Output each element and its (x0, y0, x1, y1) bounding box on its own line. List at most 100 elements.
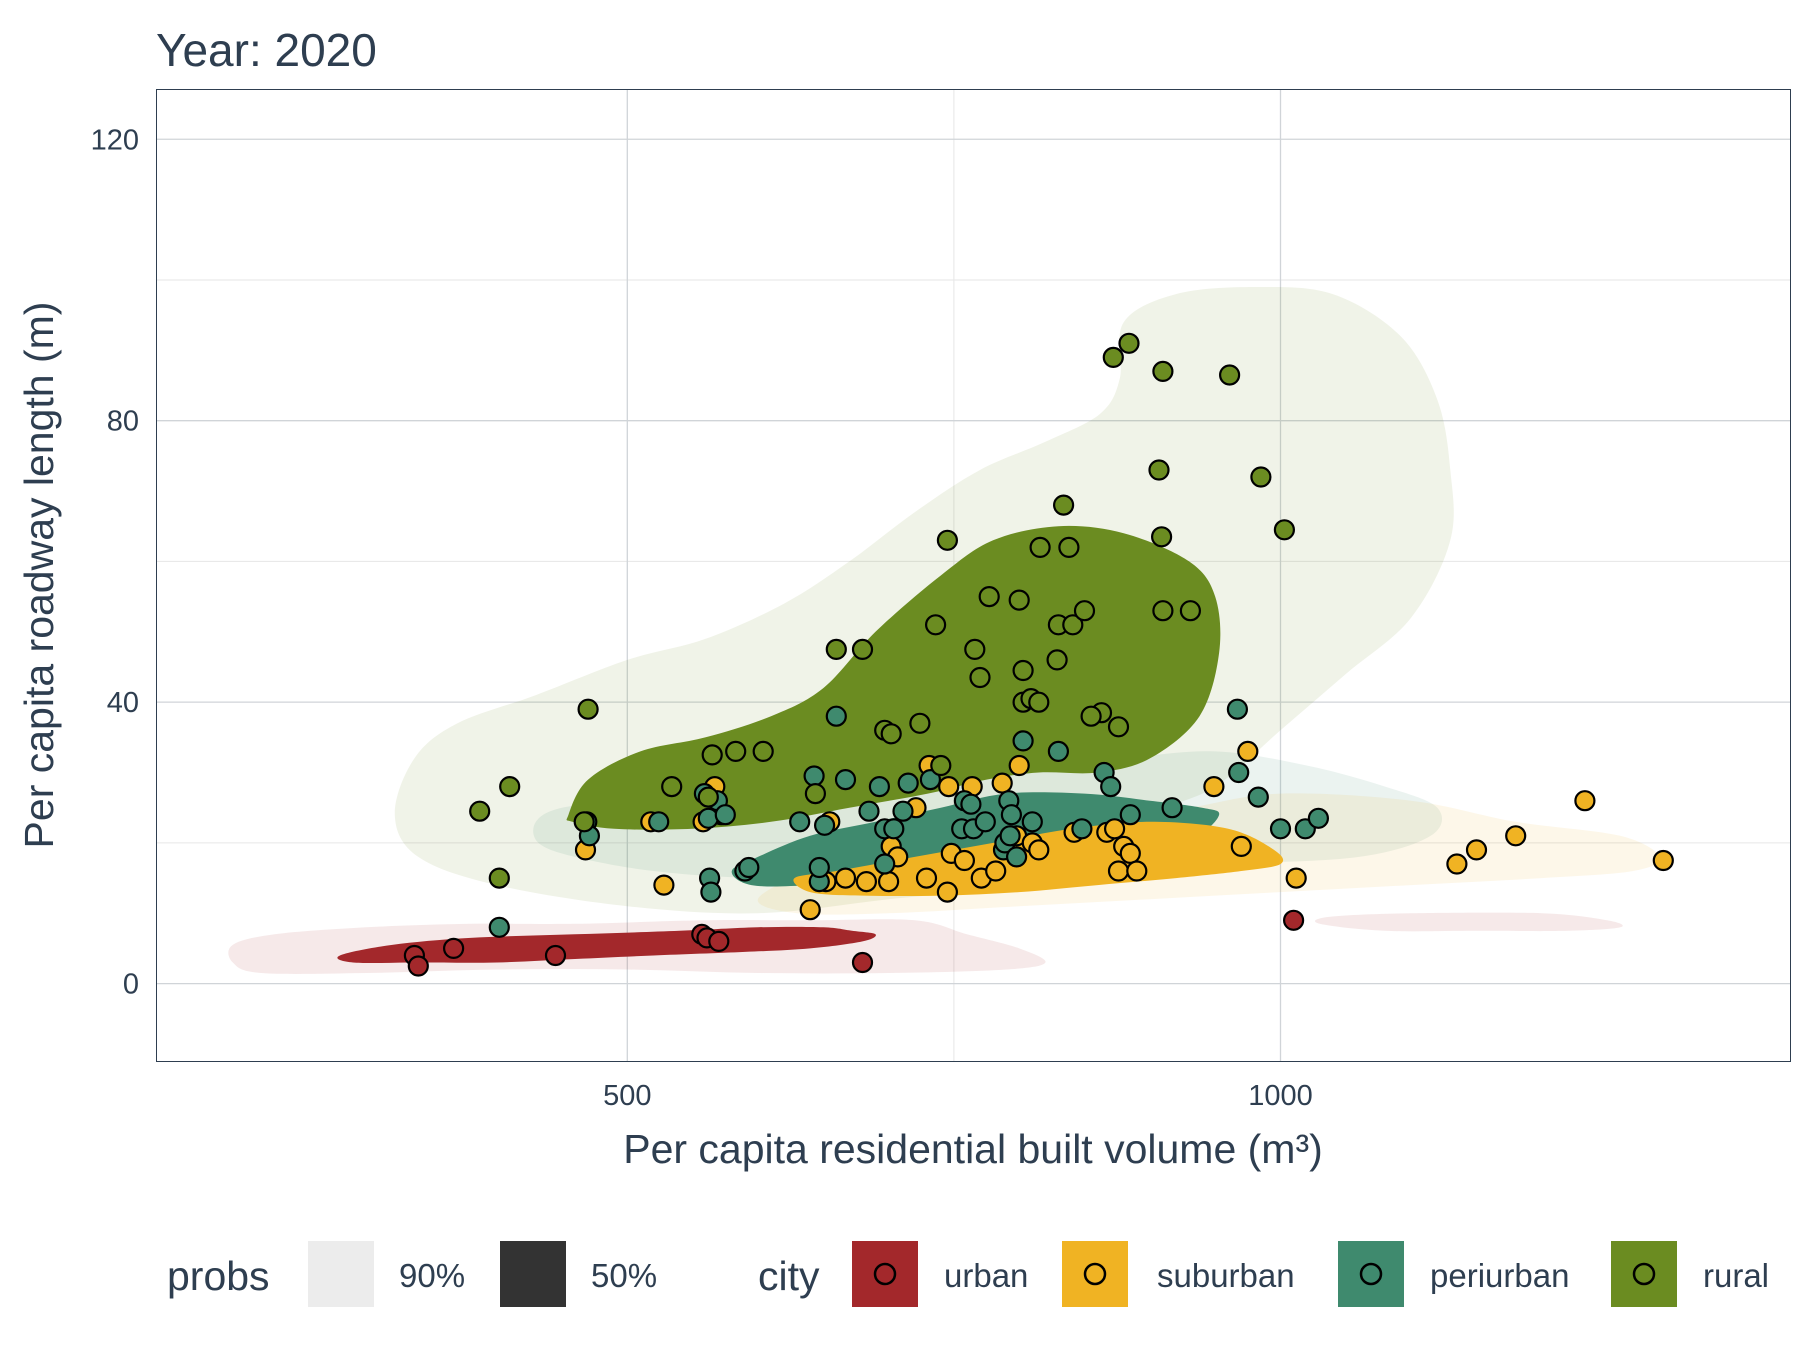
point-suburban-10 (855, 870, 878, 893)
point-periurban-51 (1307, 807, 1330, 829)
point-rural-36 (1148, 459, 1170, 481)
legend-key-rural (1611, 1241, 1677, 1307)
point-rural-12 (851, 638, 874, 661)
point-rural-33 (1102, 346, 1124, 368)
point-periurban-45 (1161, 797, 1183, 819)
x-tick-label-1: 1000 (1248, 1080, 1313, 1112)
point-suburban-23 (985, 860, 1007, 882)
region-urban-50-3 (337, 926, 876, 964)
legend-probs-title: probs (167, 1253, 270, 1299)
legend-key-suburban-point (1083, 1262, 1107, 1286)
y-tick-label-3: 120 (91, 124, 139, 156)
point-rural-10 (804, 782, 827, 805)
point-periurban-0 (488, 916, 510, 938)
point-rural-11 (825, 638, 847, 661)
point-rural-45 (1080, 705, 1102, 727)
point-suburban-28 (1028, 839, 1050, 861)
point-rural-46 (930, 754, 952, 777)
legend-key-rural-point (1632, 1262, 1656, 1286)
point-rural-8 (725, 740, 747, 763)
point-rural-42 (1250, 466, 1272, 488)
point-rural-26 (1029, 536, 1051, 559)
point-suburban-26 (1008, 754, 1030, 777)
point-periurban-11 (738, 856, 760, 879)
point-periurban-49 (1269, 818, 1292, 840)
point-periurban-48 (1247, 786, 1269, 808)
point-rural-0 (469, 800, 491, 822)
point-periurban-46 (1226, 698, 1249, 720)
point-rural-4 (577, 698, 599, 720)
point-periurban-43 (1100, 775, 1122, 798)
point-rural-5 (661, 775, 683, 798)
point-periurban-24 (892, 800, 914, 822)
point-rural-18 (964, 638, 986, 661)
point-suburban-24 (991, 772, 1013, 794)
point-periurban-41 (1071, 818, 1093, 840)
point-periurban-19 (858, 800, 880, 822)
point-rural-17 (936, 529, 959, 551)
point-periurban-18 (834, 768, 857, 791)
point-periurban-9 (714, 804, 736, 826)
point-suburban-6 (799, 899, 821, 921)
legend-key-suburban (1062, 1241, 1128, 1307)
point-rural-20 (978, 585, 1000, 608)
point-rural-2 (499, 775, 521, 798)
point-periurban-25 (897, 772, 919, 794)
point-rural-35 (1118, 332, 1140, 354)
point-rural-29 (1052, 494, 1075, 516)
point-rural-34 (1107, 716, 1130, 738)
legend-label-90: 90% (399, 1257, 465, 1294)
point-suburban-31 (1103, 818, 1126, 840)
point-periurban-36 (1000, 804, 1023, 826)
point-urban-1 (407, 955, 429, 977)
legend-key-urban (852, 1241, 918, 1307)
point-periurban-13 (803, 765, 825, 787)
point-urban-6 (708, 930, 730, 953)
point-rural-43 (1273, 519, 1296, 541)
point-periurban-7 (700, 881, 722, 903)
point-rural-38 (1152, 360, 1174, 382)
point-suburban-32 (1107, 860, 1130, 882)
x-axis-ticks: 500 1000 (603, 1080, 1313, 1112)
y-axis-ticks: 0 40 80 120 (91, 124, 139, 1000)
point-rural-41 (1218, 364, 1241, 386)
point-suburban-9 (834, 867, 857, 889)
point-suburban-43 (1574, 790, 1596, 812)
point-urban-7 (851, 951, 874, 974)
legend-city-title: city (758, 1253, 820, 1299)
point-suburban-15 (915, 867, 938, 889)
point-periurban-3 (648, 811, 670, 833)
point-rural-31 (1062, 614, 1084, 636)
point-rural-40 (1179, 600, 1202, 622)
y-tick-label-2: 80 (107, 406, 139, 438)
point-rural-15 (909, 712, 931, 734)
point-suburban-11 (877, 870, 900, 893)
point-periurban-29 (960, 793, 982, 815)
legend-label-periurban: periurban (1430, 1257, 1569, 1294)
y-axis-label: Per capita roadway length (m) (16, 302, 62, 849)
point-periurban-23 (883, 818, 905, 840)
point-rural-39 (1152, 600, 1174, 622)
point-urban-2 (443, 937, 465, 960)
density-regions (228, 286, 1660, 974)
point-periurban-44 (1119, 804, 1141, 826)
point-suburban-36 (1203, 775, 1225, 798)
point-periurban-39 (1021, 811, 1043, 833)
point-suburban-34 (1119, 842, 1141, 865)
point-periurban-21 (874, 853, 896, 875)
legend-key-periurban (1338, 1241, 1404, 1307)
x-axis-label: Per capita residential built volume (m³) (623, 1126, 1323, 1172)
legend-key-periurban-point (1359, 1262, 1383, 1286)
legend-label-urban: urban (944, 1257, 1028, 1294)
chart-title: Year: 2020 (156, 24, 377, 76)
data-points (403, 332, 1674, 977)
point-periurban-40 (1047, 740, 1070, 763)
point-rural-1 (488, 867, 510, 889)
x-tick-label-0: 500 (603, 1080, 651, 1112)
point-periurban-15 (808, 856, 830, 879)
point-suburban-2 (653, 874, 675, 896)
point-suburban-40 (1446, 853, 1468, 875)
y-tick-label-1: 40 (107, 687, 139, 719)
point-periurban-5 (697, 807, 719, 829)
